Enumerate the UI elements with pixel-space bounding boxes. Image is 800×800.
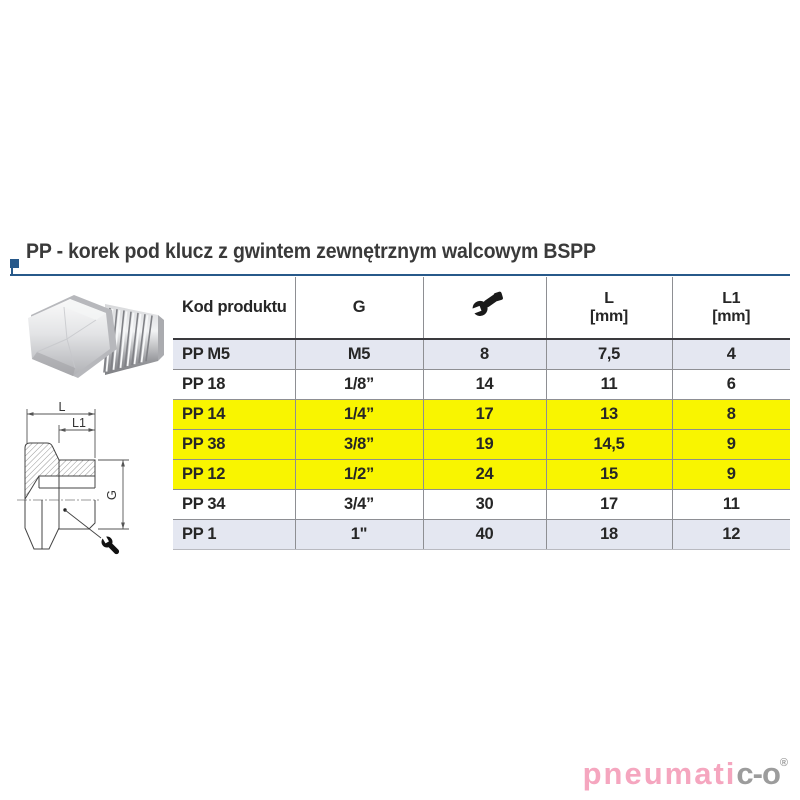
cell-product-code: PP 1 — [173, 518, 296, 550]
table-row: PP 1 1" 40 18 12 — [173, 518, 790, 550]
length-label: L — [604, 289, 614, 307]
cell-length1: 9 — [672, 428, 790, 459]
cell-wrench-size: 24 — [423, 458, 547, 489]
col-header-thread: G — [295, 277, 424, 340]
cell-wrench-size: 8 — [423, 339, 547, 369]
cell-thread: 3/8” — [295, 428, 424, 459]
table-row: PP 34 3/4” 30 17 11 — [173, 488, 790, 519]
title-rule-stem — [11, 266, 13, 275]
cell-thread: M5 — [295, 339, 424, 369]
cell-product-code: PP 38 — [173, 428, 296, 459]
cell-product-code: PP M5 — [173, 339, 296, 369]
cell-length: 11 — [546, 368, 673, 399]
wrench-icon — [101, 533, 120, 555]
leader-line — [64, 509, 102, 539]
col-header-length1: L1 [mm] — [672, 277, 790, 340]
dim-G — [98, 459, 129, 530]
table-row: PP 12 1/2” 24 15 9 — [173, 458, 790, 489]
page-title: PP - korek pod klucz z gwintem zewnętrzn… — [26, 240, 596, 263]
cell-length1: 4 — [726, 344, 736, 363]
table-body: PP M5 M5 8 7,5 4 PP 18 1/8” 14 11 6 PP 14 1/4” 17 13 8… — [173, 339, 790, 550]
logo-text-main: pneumati — [582, 756, 737, 791]
length1-unit: [mm] — [712, 307, 751, 325]
logo-text-suffix: c-o — [736, 756, 780, 791]
part-outline — [24, 500, 96, 550]
table-row: PP 38 3/8” 19 14,5 9 — [173, 428, 790, 459]
table-header-row: Kod produktu G L [mm] — [173, 277, 790, 340]
cell-thread: 3/4” — [295, 488, 424, 519]
cell-length1: 12 — [672, 518, 790, 550]
cell-product-code: PP 14 — [173, 398, 296, 429]
brand-logo: pneumatic-o® — [583, 756, 788, 792]
registered-mark: ® — [779, 757, 788, 769]
dim-L1 — [58, 425, 95, 443]
cell-length: 7,5 — [546, 339, 673, 369]
wrench-icon — [467, 291, 503, 316]
cell-wrench-size: 40 — [423, 518, 547, 550]
cell-wrench-size: 17 — [423, 398, 547, 429]
hex-head — [28, 295, 117, 378]
dim-G-label: G — [104, 490, 119, 500]
dim-L — [26, 409, 96, 458]
cell-product-code: PP 34 — [173, 488, 296, 519]
cell-length: 15 — [546, 458, 673, 489]
cell-length: 13 — [546, 398, 673, 429]
dim-L1-label: L1 — [72, 416, 86, 430]
cell-product-code: PP 12 — [173, 458, 296, 489]
cell-product-code: PP 18 — [173, 368, 296, 399]
cell-wrench-size: 19 — [423, 428, 547, 459]
title-bullet-square — [10, 259, 19, 268]
col-header-wrench — [423, 277, 547, 340]
cell-length: 17 — [546, 488, 673, 519]
part-section — [24, 442, 96, 500]
dim-L-label: L — [59, 400, 66, 414]
spec-table: Kod produktu G L [mm] — [173, 277, 790, 550]
length-unit: [mm] — [590, 307, 628, 325]
table-row: PP 14 1/4” 17 13 8 — [173, 398, 790, 429]
cell-length1: 6 — [672, 368, 790, 399]
col-header-length: L [mm] — [546, 277, 673, 340]
cell-wrench-size: 30 — [423, 488, 547, 519]
table-row: PP 18 1/8” 14 11 6 — [173, 368, 790, 399]
cell-thread: 1/4” — [295, 398, 424, 429]
cell-length1: 11 — [672, 488, 790, 519]
title-rule — [10, 274, 790, 276]
cell-thread: 1/2” — [295, 458, 424, 489]
cell-wrench-size: 14 — [423, 368, 547, 399]
table-row: PP M5 M5 8 7,5 4 — [173, 339, 790, 369]
cell-thread: 1/8” — [295, 368, 424, 399]
cell-length1: 9 — [672, 458, 790, 489]
col-header-product-code: Kod produktu — [173, 277, 296, 340]
length1-label: L1 — [722, 289, 741, 307]
cell-length: 14,5 — [546, 428, 673, 459]
product-photo — [28, 295, 164, 378]
technical-drawing: L L1 — [17, 400, 129, 555]
cell-length: 18 — [546, 518, 673, 550]
cell-thread: 1" — [295, 518, 424, 550]
cell-length1: 8 — [672, 398, 790, 429]
